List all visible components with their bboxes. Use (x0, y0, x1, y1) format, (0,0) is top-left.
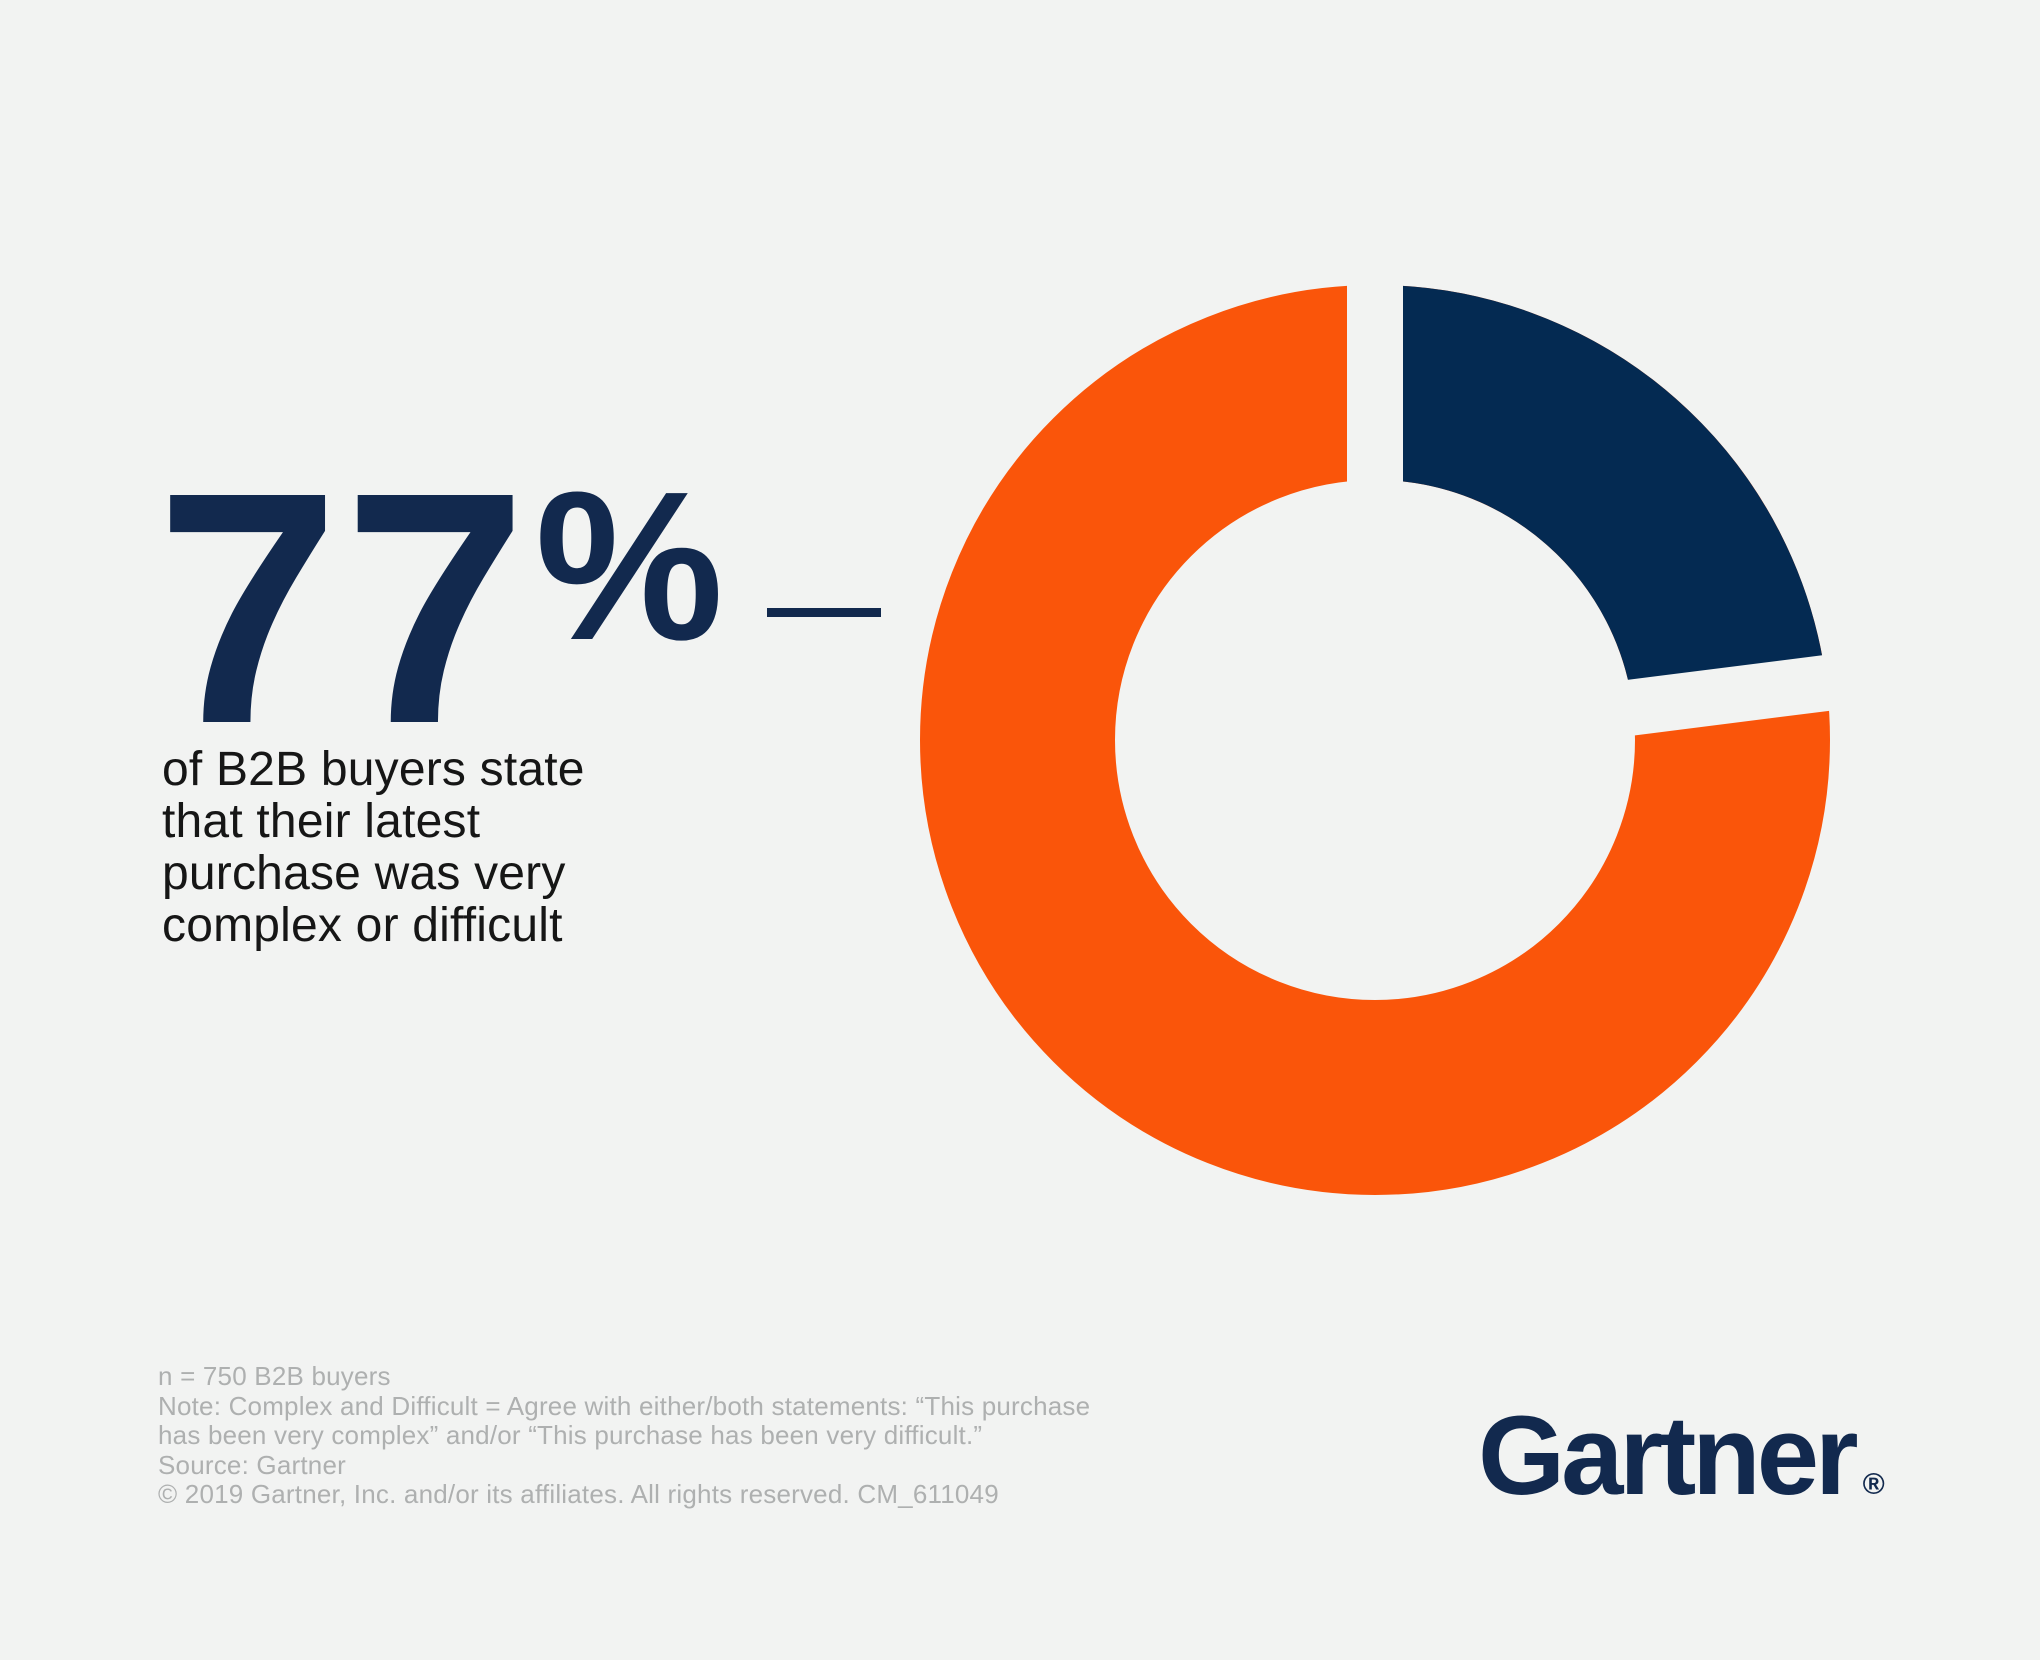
footnote-line: © 2019 Gartner, Inc. and/or its affiliat… (158, 1479, 999, 1509)
registered-trademark-icon: ® (1862, 1468, 1885, 1501)
stat-value: 77 (156, 423, 532, 792)
stat-description-line: purchase was very (162, 847, 566, 900)
stat-description-line: of B2B buyers state (162, 743, 585, 796)
footnote-line: Source: Gartner (158, 1449, 346, 1480)
footnote-line: Note: Complex and Difficult = Agree with… (158, 1390, 1091, 1421)
footnote-line: n = 750 B2B buyers (158, 1361, 391, 1391)
donut-segment-gap (1371, 653, 1843, 768)
footnotes: n = 750 B2B buyers Note: Complex and Dif… (158, 1361, 1091, 1510)
donut-chart-svg (920, 272, 1843, 1195)
gartner-logo: Gartner ® (1478, 1400, 1885, 1512)
stat-description-line: that their latest (162, 795, 481, 848)
gartner-logo-text: Gartner (1478, 1393, 1859, 1518)
donut-segment-secondary (1373, 285, 1827, 710)
percent-sign: % (535, 447, 724, 684)
stat-description: of B2B buyers state that their latest pu… (162, 744, 585, 952)
stat-description-line: complex or difficult (162, 899, 563, 952)
footnote-line: has been very complex” and/or “This purc… (158, 1420, 983, 1450)
donut-segment-gap (1347, 272, 1403, 740)
connector-dash-icon (767, 608, 881, 617)
stat-number: 77 % (156, 443, 724, 773)
donut-chart (915, 272, 1843, 1200)
